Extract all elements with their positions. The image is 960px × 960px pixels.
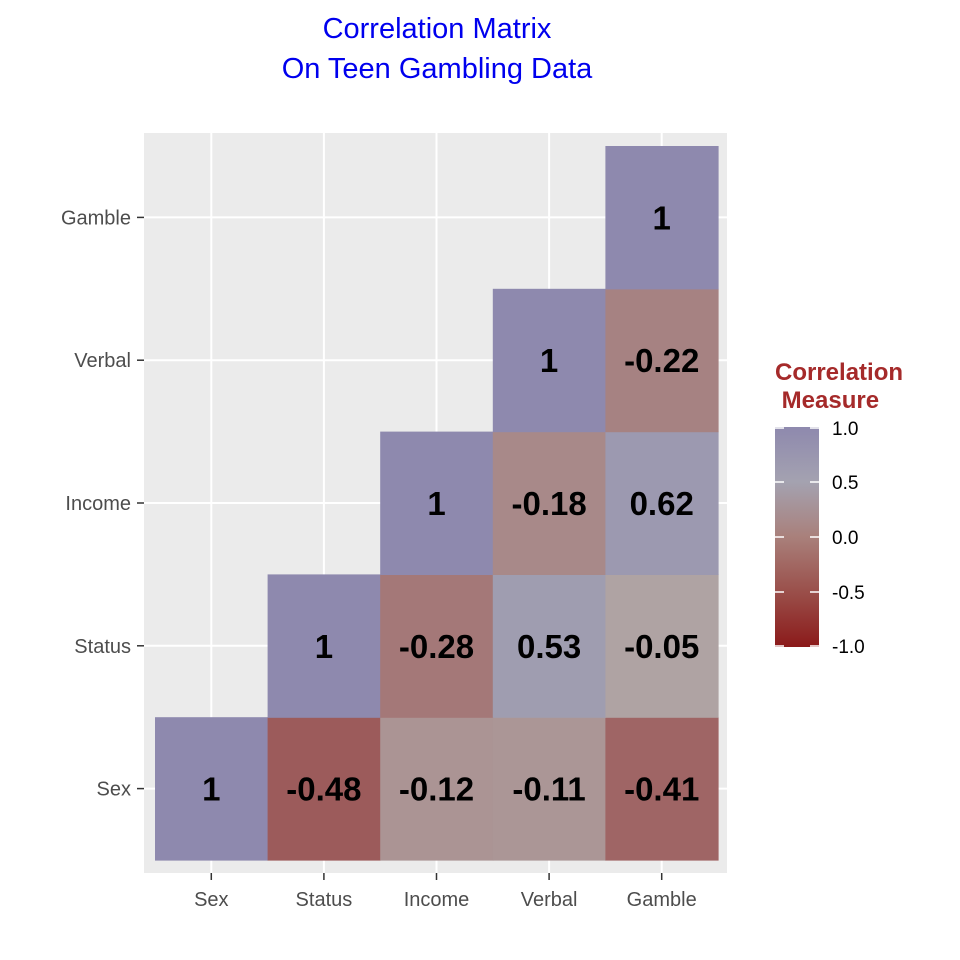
cell-label-verbal-sex: -0.11 bbox=[512, 771, 585, 808]
heatmap-cell-verbal-sex bbox=[492, 717, 606, 861]
x-tick-label-status: Status bbox=[296, 889, 353, 911]
y-tick-label-status: Status bbox=[74, 636, 131, 658]
cell-label-gamble-status: -0.05 bbox=[624, 628, 699, 665]
cell-value-labels: 1 -0.48 -0.12 -0.11 -0.41 1 -0.28 0.53 -0.05 1 -0.… bbox=[202, 199, 699, 807]
cell-label-gamble-income: 0.62 bbox=[630, 485, 694, 522]
legend-tick-label-2: 0.0 bbox=[832, 528, 858, 549]
cell-label-status-status: 1 bbox=[315, 628, 333, 665]
cell-label-income-income: 1 bbox=[427, 485, 445, 522]
legend-tick-label-1: 0.5 bbox=[832, 473, 858, 494]
heatmap-cell-gamble-status bbox=[605, 574, 719, 718]
heatmap-cell-gamble-sex bbox=[605, 717, 719, 861]
heatmap-cell-verbal-status bbox=[492, 574, 606, 718]
x-tick-label-sex: Sex bbox=[194, 889, 228, 911]
legend-title-line-1: Correlation bbox=[775, 359, 903, 386]
x-axis-tick-labels: Sex Status Income Verbal Gamble bbox=[194, 889, 697, 911]
y-axis-tick-labels: Sex Status Income Verbal Gamble bbox=[61, 207, 131, 800]
x-tick-label-gamble: Gamble bbox=[627, 889, 697, 911]
legend-ticks: 1.0 0.5 0.0 -0.5 -1.0 bbox=[775, 419, 865, 658]
cell-label-gamble-gamble: 1 bbox=[653, 199, 671, 236]
y-tick-label-gamble: Gamble bbox=[61, 207, 131, 229]
cell-label-gamble-verbal: -0.22 bbox=[624, 342, 699, 379]
cell-label-status-sex: -0.48 bbox=[286, 771, 361, 808]
y-tick-label-income: Income bbox=[65, 493, 131, 515]
chart-title-line-2: On Teen Gambling Data bbox=[282, 53, 593, 85]
heatmap-cell-income-status bbox=[380, 574, 494, 718]
cell-label-gamble-sex: -0.41 bbox=[624, 771, 699, 808]
x-tick-label-income: Income bbox=[404, 889, 470, 911]
y-tick-label-verbal: Verbal bbox=[74, 350, 131, 372]
heatmap-cells bbox=[155, 146, 719, 861]
cell-label-income-status: -0.28 bbox=[399, 628, 474, 665]
color-legend: Correlation Measure 1.0 0.5 0.0 -0.5 -1.0 bbox=[775, 359, 903, 658]
heatmap-cell-sex-sex bbox=[155, 717, 269, 861]
cell-label-income-sex: -0.12 bbox=[399, 771, 474, 808]
x-tick-label-verbal: Verbal bbox=[521, 889, 578, 911]
heatmap-cell-gamble-gamble bbox=[605, 146, 719, 290]
heatmap-cell-verbal-income bbox=[492, 431, 606, 575]
legend-tick-label-4: -1.0 bbox=[832, 637, 865, 658]
heatmap-cell-income-sex bbox=[380, 717, 494, 861]
legend-tick-label-0: 1.0 bbox=[832, 419, 858, 440]
heatmap-cell-status-status bbox=[267, 574, 381, 718]
cell-label-verbal-status: 0.53 bbox=[517, 628, 581, 665]
heatmap-cell-gamble-income bbox=[605, 431, 719, 575]
cell-label-verbal-verbal: 1 bbox=[540, 342, 558, 379]
heatmap-cell-verbal-verbal bbox=[492, 288, 606, 433]
heatmap-cell-gamble-verbal bbox=[605, 288, 719, 433]
legend-tick-label-3: -0.5 bbox=[832, 583, 865, 604]
cell-label-verbal-income: -0.18 bbox=[511, 485, 586, 522]
y-tick-label-sex: Sex bbox=[97, 779, 131, 801]
chart-title-line-1: Correlation Matrix bbox=[323, 13, 552, 45]
legend-title-line-2: Measure bbox=[775, 387, 879, 414]
cell-label-sex-sex: 1 bbox=[202, 771, 220, 808]
heatmap-cell-income-income bbox=[380, 431, 494, 575]
heatmap-cell-status-sex bbox=[267, 717, 381, 861]
axis-ticks bbox=[137, 216, 663, 880]
